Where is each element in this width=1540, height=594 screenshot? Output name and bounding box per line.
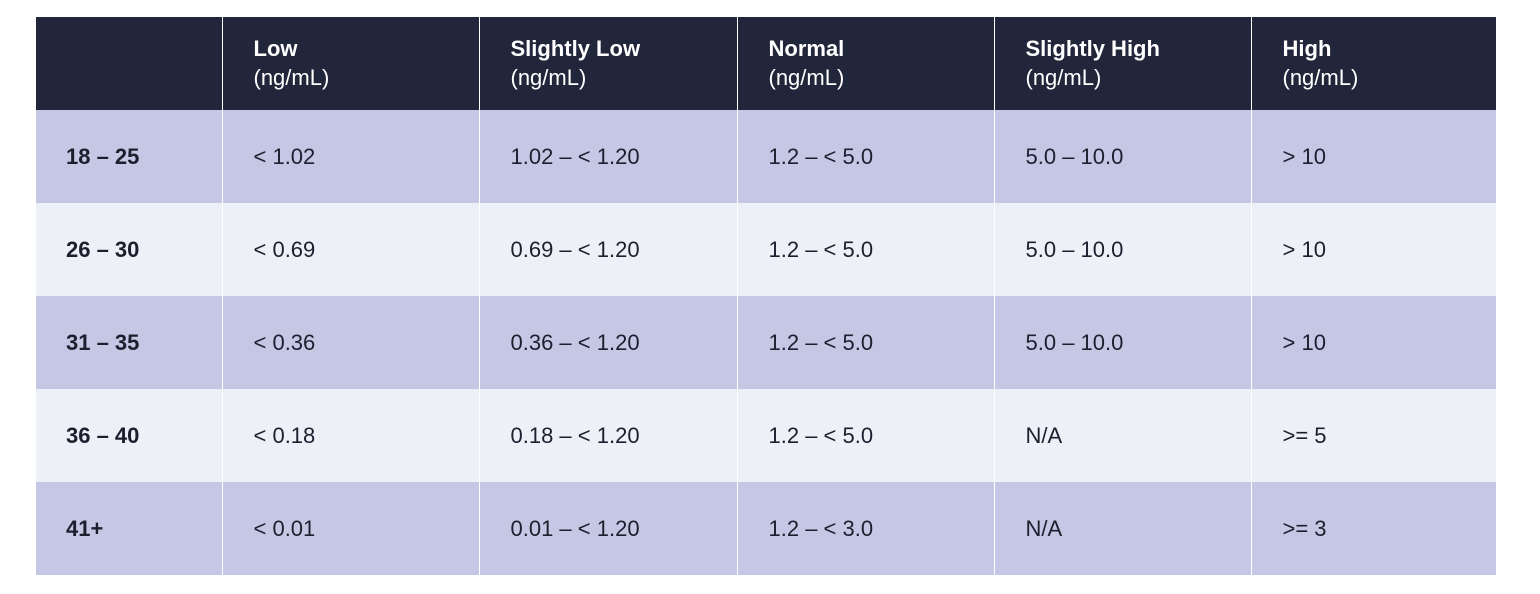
column-name: Slightly High (1025, 36, 1160, 61)
table-cell: > 10 (1250, 296, 1496, 389)
header-row: Low (ng/mL) Slightly Low (ng/mL) Normal (ng/m… (36, 17, 1496, 110)
table-cell: 5.0 – 10.0 (993, 110, 1251, 203)
table-cell: 0.18 – < 1.20 (478, 389, 737, 482)
table-cell: 1.2 – < 5.0 (736, 110, 994, 203)
table-header: Low (ng/mL) Slightly Low (ng/mL) Normal (ng/m… (36, 17, 1496, 110)
table-cell: 1.2 – < 5.0 (736, 203, 994, 296)
table-row: 36 – 40 < 0.18 0.18 – < 1.20 1.2 – < 5.0 N/A… (36, 389, 1496, 482)
table-row: 18 – 25 < 1.02 1.02 – < 1.20 1.2 – < 5.0 5.0… (36, 110, 1496, 203)
row-label: 31 – 35 (36, 296, 222, 389)
table-cell: 5.0 – 10.0 (993, 203, 1251, 296)
column-header: Slightly Low (ng/mL) (478, 17, 737, 110)
table-cell: 0.36 – < 1.20 (478, 296, 737, 389)
column-header: High (ng/mL) (1250, 17, 1496, 110)
table-body: 18 – 25 < 1.02 1.02 – < 1.20 1.2 – < 5.0 5.0… (36, 110, 1496, 575)
table-cell: < 0.36 (221, 296, 479, 389)
table-cell: < 0.69 (221, 203, 479, 296)
table-cell: 0.69 – < 1.20 (478, 203, 737, 296)
column-unit: (ng/mL) (253, 65, 330, 90)
table-cell: < 1.02 (221, 110, 479, 203)
table-cell: < 0.18 (221, 389, 479, 482)
table-cell: >= 3 (1250, 482, 1496, 575)
table-row: 31 – 35 < 0.36 0.36 – < 1.20 1.2 – < 5.0 5.0… (36, 296, 1496, 389)
corner-cell (36, 17, 222, 110)
row-label: 41+ (36, 482, 222, 575)
table-cell: 0.01 – < 1.20 (478, 482, 737, 575)
column-header: Normal (ng/mL) (736, 17, 994, 110)
table-cell: 1.2 – < 5.0 (736, 296, 994, 389)
reference-table: Low (ng/mL) Slightly Low (ng/mL) Normal (ng/m… (36, 17, 1496, 575)
row-label: 36 – 40 (36, 389, 222, 482)
table-cell: N/A (993, 482, 1251, 575)
table-cell: 5.0 – 10.0 (993, 296, 1251, 389)
row-label: 18 – 25 (36, 110, 222, 203)
table-row: 41+ < 0.01 0.01 – < 1.20 1.2 – < 3.0 N/A >= 3 (36, 482, 1496, 575)
table-cell: < 0.01 (221, 482, 479, 575)
table-cell: > 10 (1250, 110, 1496, 203)
row-label: 26 – 30 (36, 203, 222, 296)
column-unit: (ng/mL) (510, 65, 587, 90)
column-unit: (ng/mL) (768, 65, 845, 90)
table-cell: >= 5 (1250, 389, 1496, 482)
column-name: Normal (768, 36, 845, 61)
table-row: 26 – 30 < 0.69 0.69 – < 1.20 1.2 – < 5.0 5.0… (36, 203, 1496, 296)
table-cell: 1.2 – < 5.0 (736, 389, 994, 482)
table-cell: 1.02 – < 1.20 (478, 110, 737, 203)
column-name: Low (253, 36, 298, 61)
column-name: High (1282, 36, 1332, 61)
column-unit: (ng/mL) (1282, 65, 1359, 90)
column-unit: (ng/mL) (1025, 65, 1102, 90)
table-cell: > 10 (1250, 203, 1496, 296)
table-cell: N/A (993, 389, 1251, 482)
table-cell: 1.2 – < 3.0 (736, 482, 994, 575)
column-header: Slightly High (ng/mL) (993, 17, 1251, 110)
column-header: Low (ng/mL) (221, 17, 479, 110)
column-name: Slightly Low (510, 36, 641, 61)
